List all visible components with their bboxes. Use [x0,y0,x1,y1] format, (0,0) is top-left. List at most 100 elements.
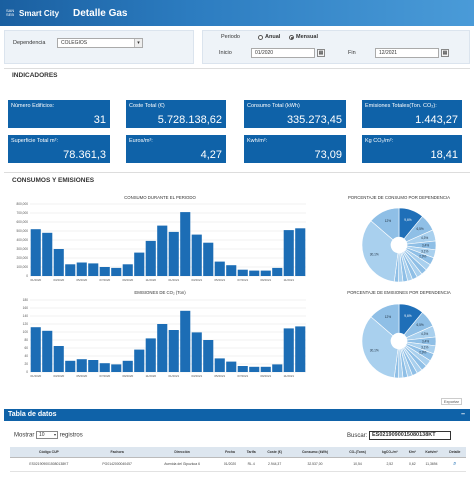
bar [30,229,41,276]
emisiones-chart-panel: EMISIONES DE CO₂ (Ton) 0 20 40 60 80 100 120 14… [8,288,312,386]
minimize-icon[interactable]: – [461,411,465,418]
y-tick-label: 100 [23,330,29,334]
consumo-chart-panel: CONSUMO DURANTE EL PERIODO 0 100,000 200,0… [8,192,312,288]
y-tick-label: 700,000 [16,211,28,215]
column-header[interactable]: Coste (€) [260,447,290,458]
x-tick-label: 03/2021 [191,278,202,282]
column-header[interactable]: Código CUP [10,447,88,458]
chart-title: CONSUMO DURANTE EL PERIODO [124,195,196,200]
y-tick-label: 20 [24,362,28,366]
search-control: Buscar: ES0219090015080138KT [347,431,452,440]
logo-small-text: SAN SEB [6,8,15,17]
search-input[interactable]: ES0219090015080138KT [369,431,452,440]
emisiones-bar-chart: 0 20 40 60 80 100 120 140 160 180 01/2020 03/2020 05… [23,298,306,378]
dependencia-select[interactable]: COLEGIOS ▾ [57,38,143,48]
column-header[interactable]: kgCO₂/m² [374,447,406,458]
exportar-button[interactable]: Exportar [440,398,462,405]
x-tick-label: 07/2021 [237,374,248,378]
anual-radio[interactable]: Anual [258,34,280,40]
bar [99,267,110,276]
card-label: Coste Total (€) [129,103,165,109]
bar [180,310,191,372]
table-cell: Avenida del Gipuzkoa 6 [146,457,218,472]
column-header[interactable]: Tarifa [242,447,261,458]
show-label: Mostrar [14,432,35,439]
search-icon[interactable]: ⌕ [453,460,457,467]
card-num-edificios: Número Edificios: 31 [8,100,110,128]
chart-title: PORCENTAJE DE CONSUMO POR DEPENDENCIA [347,195,451,200]
pie-slice [370,303,400,337]
inicio-input[interactable]: 01/2020 [251,48,315,58]
column-header[interactable]: CO₂(Tons) [340,447,375,458]
dependencia-label: Dependencia [13,40,46,46]
x-tick-label: 05/2021 [214,278,225,282]
card-value: 18,41 [430,149,458,161]
table-cell: 2.944,37 [260,457,290,472]
table-cell: 10,54 [340,457,375,472]
logo-city-text: Smart City [19,8,60,18]
y-tick-label: 800,000 [16,202,28,206]
column-header[interactable]: Fachora [87,447,147,458]
x-tick-label: 11/2021 [283,278,294,282]
y-tick-label: 140 [23,314,29,318]
fin-label: Fin [348,50,356,56]
page-length-select[interactable]: 10 ▾ [36,431,59,439]
x-tick-label: 03/2020 [53,278,64,282]
app-header: SAN SEB Smart City Detalle Gas [0,0,474,26]
bar [191,234,202,276]
card-coste-total: Coste Total (€) 5.728.138,62 [126,100,226,128]
bar [76,359,87,372]
anual-label: Anual [265,34,281,40]
x-tick-label: 01/2021 [168,278,179,282]
card-euros-m2: Euros/m²: 4,27 [126,135,226,163]
x-tick-label: 05/2021 [214,374,225,378]
card-value: 31 [93,114,106,126]
table-cell: 01/2020 [217,457,243,472]
fin-input[interactable]: 12/2021 [375,48,439,58]
column-header[interactable]: Fecha [217,447,243,458]
periodo-label: Periodo [221,34,240,40]
inicio-label: Inicio [219,50,232,56]
card-kwh-m2: Kwh/m²: 73,09 [244,135,346,163]
x-tick-label: 09/2021 [260,278,271,282]
column-header[interactable]: Kwh/m² [419,447,444,458]
card-consumo-total: Consumo Total (kWh) 335.273,45 [244,100,346,128]
column-header[interactable]: €/m² [405,447,420,458]
x-tick-label: 01/2021 [168,374,179,378]
column-header[interactable]: Consumo (kWh) [289,447,341,458]
bar [295,228,306,276]
y-tick-label: 500,000 [16,229,28,233]
table-cell: 11,3694 [419,457,444,472]
consumos-title: CONSUMOS Y EMISIONES [12,177,95,184]
column-header[interactable]: Detalle [443,447,466,458]
emisiones-pie-panel: PORCENTAJE DE EMISIONES POR DEPENDENCIA … [328,288,470,386]
y-tick-label: 200,000 [16,256,28,260]
y-tick-label: 60 [24,346,28,350]
bar [249,366,260,372]
search-label: Buscar: [347,433,368,440]
bar [226,265,237,276]
bar [214,358,225,372]
mensual-label: Mensual [296,34,319,40]
y-tick-label: 120 [23,322,29,326]
x-tick-label: 09/2020 [122,374,133,378]
detalle-cell[interactable]: ⌕ [443,457,466,472]
card-label: Consumo Total (kWh) [247,103,300,109]
slice-label: 9,6% [404,314,411,318]
column-header[interactable]: Dirección [146,447,218,458]
bar [88,360,99,372]
bar [145,338,156,372]
x-tick-label: 09/2020 [122,278,133,282]
table-cell: 32.537,00 [289,457,341,472]
bar [42,232,53,276]
slice-label: 12% [385,219,392,223]
calendar-icon[interactable]: ▦ [441,49,449,57]
calendar-icon[interactable]: ▦ [317,49,325,57]
bar [237,269,248,276]
consumo-bar-chart: 0 100,000 200,000 300,000 400,000 500,000 600,… [16,202,306,282]
table-cell: PG0142000040457 [87,457,147,472]
mensual-radio[interactable]: Mensual [289,34,318,40]
bar [111,267,122,276]
bar [53,346,64,372]
data-table: Código CUP Fachora Dirección Fecha Tarifa Cos… [10,447,466,472]
